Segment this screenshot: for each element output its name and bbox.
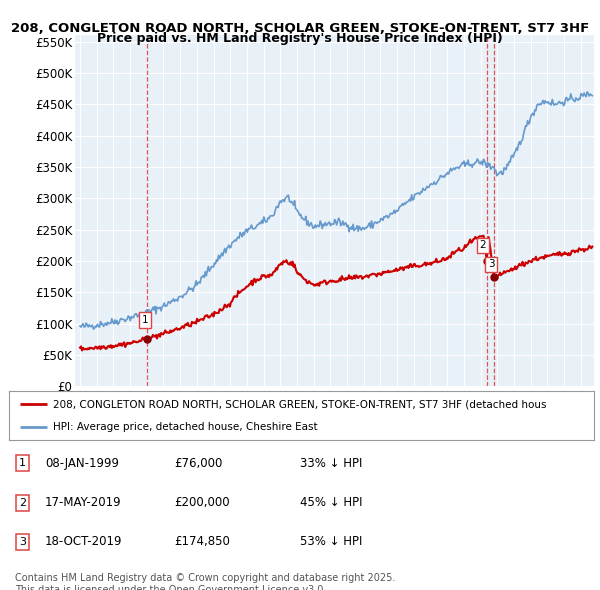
- Text: 208, CONGLETON ROAD NORTH, SCHOLAR GREEN, STOKE-ON-TRENT, ST7 3HF: 208, CONGLETON ROAD NORTH, SCHOLAR GREEN…: [11, 22, 589, 35]
- Text: 53% ↓ HPI: 53% ↓ HPI: [300, 535, 362, 548]
- Text: £200,000: £200,000: [174, 496, 230, 509]
- Text: 3: 3: [488, 259, 494, 269]
- Text: 1: 1: [19, 458, 26, 468]
- Text: Contains HM Land Registry data © Crown copyright and database right 2025.
This d: Contains HM Land Registry data © Crown c…: [15, 573, 395, 590]
- Text: 33% ↓ HPI: 33% ↓ HPI: [300, 457, 362, 470]
- Text: 08-JAN-1999: 08-JAN-1999: [45, 457, 119, 470]
- Text: 2: 2: [479, 240, 486, 250]
- Text: 2: 2: [19, 498, 26, 507]
- Text: 1: 1: [142, 315, 148, 325]
- Text: £174,850: £174,850: [174, 535, 230, 548]
- Text: 18-OCT-2019: 18-OCT-2019: [45, 535, 122, 548]
- Text: £76,000: £76,000: [174, 457, 223, 470]
- Text: 17-MAY-2019: 17-MAY-2019: [45, 496, 122, 509]
- Text: 45% ↓ HPI: 45% ↓ HPI: [300, 496, 362, 509]
- Text: Price paid vs. HM Land Registry's House Price Index (HPI): Price paid vs. HM Land Registry's House …: [97, 32, 503, 45]
- Text: HPI: Average price, detached house, Cheshire East: HPI: Average price, detached house, Ches…: [53, 422, 317, 432]
- Text: 3: 3: [19, 537, 26, 546]
- Text: 208, CONGLETON ROAD NORTH, SCHOLAR GREEN, STOKE-ON-TRENT, ST7 3HF (detached hous: 208, CONGLETON ROAD NORTH, SCHOLAR GREEN…: [53, 399, 547, 409]
